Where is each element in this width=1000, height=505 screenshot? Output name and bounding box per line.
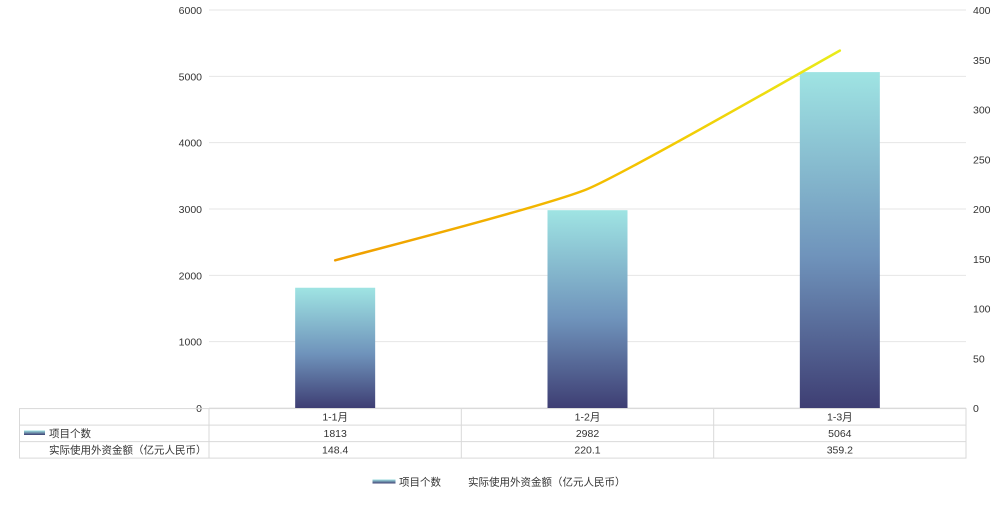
svg-text:2982: 2982 bbox=[576, 428, 600, 440]
svg-text:实际使用外资金额（亿元人民币）: 实际使用外资金额（亿元人民币） bbox=[468, 476, 626, 489]
svg-text:1-1月: 1-1月 bbox=[322, 411, 348, 423]
svg-text:400: 400 bbox=[973, 5, 991, 17]
svg-text:359.2: 359.2 bbox=[827, 444, 853, 456]
svg-text:1-2月: 1-2月 bbox=[575, 411, 601, 423]
svg-text:项目个数: 项目个数 bbox=[49, 427, 91, 440]
svg-text:1-3月: 1-3月 bbox=[827, 411, 853, 423]
svg-text:0: 0 bbox=[973, 403, 979, 415]
svg-text:1813: 1813 bbox=[323, 428, 347, 440]
svg-text:3000: 3000 bbox=[179, 204, 203, 216]
svg-text:2000: 2000 bbox=[179, 270, 203, 282]
svg-text:项目个数: 项目个数 bbox=[399, 476, 441, 489]
svg-text:148.4: 148.4 bbox=[322, 444, 348, 456]
svg-text:100: 100 bbox=[973, 304, 991, 316]
svg-text:220.1: 220.1 bbox=[574, 444, 600, 456]
svg-text:1000: 1000 bbox=[179, 337, 203, 349]
svg-text:5000: 5000 bbox=[179, 71, 203, 83]
svg-text:250: 250 bbox=[973, 154, 991, 166]
svg-text:4000: 4000 bbox=[179, 138, 203, 150]
svg-text:150: 150 bbox=[973, 254, 991, 266]
svg-text:6000: 6000 bbox=[179, 5, 203, 17]
svg-text:300: 300 bbox=[973, 105, 991, 117]
svg-text:5064: 5064 bbox=[828, 428, 852, 440]
svg-text:实际使用外资金额（亿元人民币）: 实际使用外资金额（亿元人民币） bbox=[49, 443, 207, 456]
svg-text:350: 350 bbox=[973, 55, 991, 67]
svg-text:200: 200 bbox=[973, 204, 991, 216]
svg-text:50: 50 bbox=[973, 353, 985, 365]
